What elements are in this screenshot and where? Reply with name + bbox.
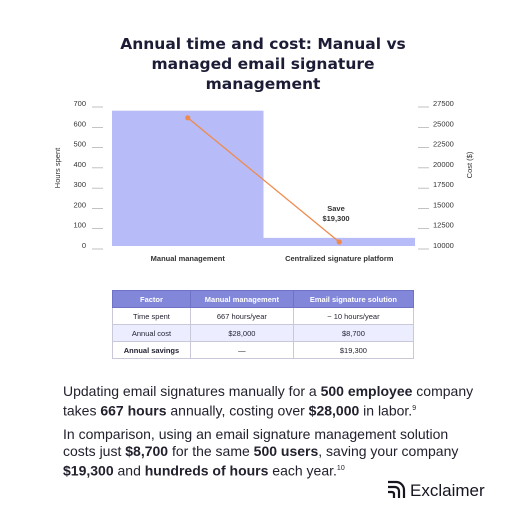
text-run: 500 employee [320,383,413,399]
text-run: 10 [336,465,345,472]
chart-title: Annual time and cost: Manual vs managed … [120,35,406,93]
point [336,239,342,245]
y-tick-label: 100 [73,221,86,230]
x-tick-label: Centralized signature platform [285,254,394,263]
text-run: annually, costing over [166,402,309,419]
y2-tick-label: 12500 [433,221,454,230]
text-run: Updating email signatures manually for a [63,383,321,399]
comparison-table: Factor Manual management Email signature… [112,290,415,359]
paragraph: Updating email signatures manually for a… [63,383,483,420]
paragraph: In comparison, using an email signature … [63,426,483,480]
header-cell: Manual management [189,290,294,308]
text-run: 500 users [253,443,319,459]
y2-tick-label: 25000 [433,119,454,128]
y2-tick-label: 17500 [433,180,454,189]
y2-tick-label: 27500 [433,99,454,108]
text-run: , saving your company [318,443,459,459]
y-tick-label: 600 [73,119,86,128]
text-run: $19,300 [63,462,114,479]
annotation: $19,300 [322,214,349,223]
y-tick-label: 400 [73,160,86,169]
bar [112,110,264,247]
y-tick-label: 300 [73,180,86,189]
cell: Annual cost [112,324,191,342]
cell: 667 hours/year [189,307,294,325]
logo-text: Exclaimer [410,481,485,500]
text-run: and [113,462,145,479]
text-run: each year. [268,462,337,479]
header-cell: Email signature solution [292,290,415,308]
header-row: Factor Manual management Email signature… [112,290,415,308]
y2-tick-label: 22500 [433,140,454,149]
line [187,117,340,243]
text-run: 9 [412,405,417,412]
cell: $8,700 [292,324,415,342]
text-run: company takes [63,383,474,419]
cell: ~ 10 hours/year [292,307,415,325]
cell: $28,000 [189,324,294,342]
header-cell: Factor [112,290,191,308]
text-run: $8,700 [125,443,169,459]
y2-axis-title: Cost ($) [465,151,474,178]
chart: Hours spent Cost ($) 0 100 200 300 400 500 600… [53,99,474,263]
text-run: for the same [168,443,254,459]
y-tick-label: 0 [82,241,86,250]
cell: Annual savings [112,341,191,359]
cell: $19,300 [292,341,415,359]
logo-icon [388,480,406,498]
cell: Time spent [112,307,191,325]
y-tick-label: 200 [73,200,86,209]
x-tick-label: Manual management [151,254,226,263]
table-row: Annual cost $28,000 $8,700 [112,324,415,342]
cell: — [189,341,294,359]
point [185,115,191,121]
table-row: Annual savings — $19,300 [112,341,415,359]
y2-tick-label: 15000 [433,200,454,209]
y-tick-label: 700 [73,99,86,108]
y-tick-label: 500 [73,140,86,149]
text-run: $28,000 [308,402,360,419]
annotation: Save [327,204,345,213]
y-axis-title: Hours spent [53,147,62,188]
text-run: hundreds of hours [144,462,269,479]
y2-tick-label: 10000 [433,241,454,250]
text-run: in labor. [359,402,413,419]
text-run: In comparison, using an email signature … [63,426,449,459]
text-run: 667 hours [100,402,167,419]
y2-tick-label: 20000 [433,160,454,169]
table-row: Time spent 667 hours/year ~ 10 hours/yea… [112,307,415,325]
